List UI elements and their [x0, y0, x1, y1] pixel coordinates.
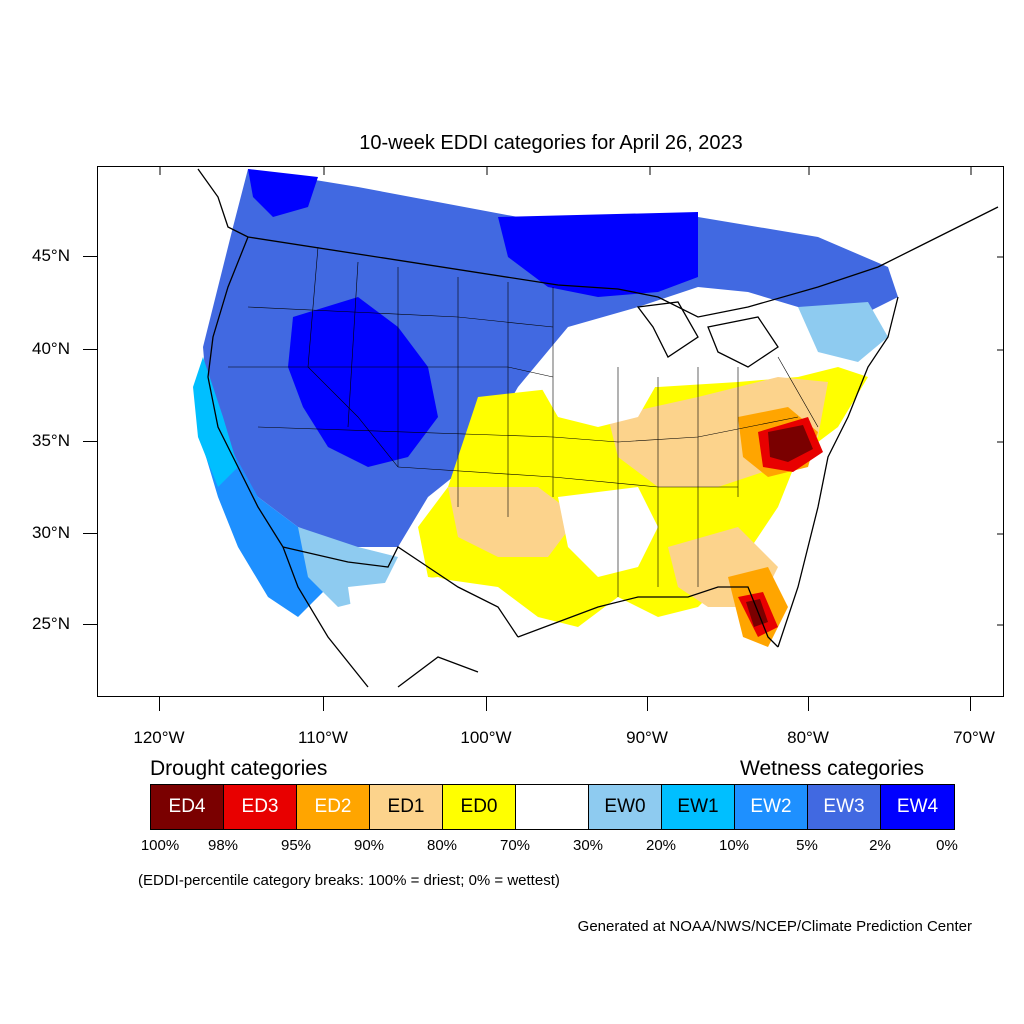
region-ew2-ne [698, 217, 898, 317]
lon-tick [486, 697, 487, 711]
us-mexico-border [282, 546, 519, 638]
legend-box-ed1: ED1 [370, 785, 443, 829]
category-regions [193, 169, 898, 687]
lat-label-40: 40°N [32, 339, 70, 358]
lat-tick [83, 256, 97, 257]
lon-tick [159, 697, 160, 711]
lat-label-30: 30°N [32, 523, 70, 542]
boundaries [197, 168, 999, 688]
lon-tick [323, 697, 324, 711]
percentile-label: 90% [353, 837, 385, 854]
percentile-label: 2% [869, 837, 891, 854]
region-ed1-plains [448, 487, 578, 557]
lat-tick [83, 533, 97, 534]
region-ed4-fl [746, 599, 768, 627]
great-lakes [636, 301, 779, 368]
category-legend: ED4 ED3 ED2 ED1 ED0 EW0 EW1 EW2 EW3 EW4 [150, 784, 955, 830]
percentile-label: 100% [140, 837, 180, 854]
region-ew4-north [498, 212, 698, 297]
lon-tick [808, 697, 809, 711]
wetness-heading: Wetness categories [740, 757, 925, 780]
lat-label-45: 45°N [32, 246, 70, 265]
lon-label-80: 80°W [787, 728, 829, 747]
lon-label-110: 110°W [298, 728, 348, 747]
lon-label-100: 100°W [460, 728, 512, 747]
percentile-label: 5% [796, 837, 818, 854]
region-ew0-ne [798, 302, 888, 362]
map-title: 10-week EDDI categories for April 26, 20… [359, 132, 743, 154]
legend-box-ed4: ED4 [151, 785, 224, 829]
legend-box-ew1: EW1 [662, 785, 735, 829]
lon-label-90: 90°W [626, 728, 668, 747]
percentile-label: 20% [645, 837, 677, 854]
lat-tick [83, 441, 97, 442]
percentile-label: 10% [718, 837, 750, 854]
region-neutral-south [558, 487, 658, 577]
lon-tick [970, 697, 971, 711]
percentile-label: 80% [426, 837, 458, 854]
region-ew4-rockies [288, 297, 438, 467]
legend-box-ew4: EW4 [881, 785, 954, 829]
us-canada-border [247, 236, 879, 318]
percentile-label: 30% [572, 837, 604, 854]
lat-tick [83, 624, 97, 625]
legend-box-ew3: EW3 [808, 785, 881, 829]
category-note: (EDDI-percentile category breaks: 100% =… [138, 872, 560, 889]
legend-box-ed2: ED2 [297, 785, 370, 829]
map-panel [97, 166, 1004, 697]
legend-box-ew2: EW2 [735, 785, 808, 829]
lon-tick [647, 697, 648, 711]
region-ew4-nw [248, 169, 318, 217]
legend-box-ed3: ED3 [224, 785, 297, 829]
canada-coast [197, 168, 999, 268]
credit-line: Generated at NOAA/NWS/NCEP/Climate Predi… [577, 918, 972, 935]
drought-heading: Drought categories [150, 757, 328, 780]
lat-label-35: 35°N [32, 431, 70, 450]
percentile-label: 70% [499, 837, 531, 854]
east-coast [777, 296, 899, 648]
region-ed4-va [768, 425, 813, 462]
eddi-map [159, 167, 1003, 688]
lat-tick [83, 349, 97, 350]
region-neutral-mexico [348, 577, 498, 687]
gulf-coast [517, 586, 779, 648]
lat-label-25: 25°N [32, 614, 70, 633]
mexico-coast [282, 546, 479, 688]
region-ew1-coast [193, 357, 238, 487]
inner-ticks [159, 167, 1003, 626]
legend-box-neutral [516, 785, 589, 829]
percentile-label: 98% [207, 837, 239, 854]
region-neutral-midwest [538, 372, 658, 427]
legend-box-ew0: EW0 [589, 785, 662, 829]
percentile-label: 0% [936, 837, 958, 854]
legend-box-ed0: ED0 [443, 785, 516, 829]
percentile-label: 95% [280, 837, 312, 854]
lon-label-70: 70°W [953, 728, 995, 747]
lon-label-120: 120°W [133, 728, 185, 747]
state-borders [228, 246, 819, 597]
west-coast [207, 236, 284, 548]
